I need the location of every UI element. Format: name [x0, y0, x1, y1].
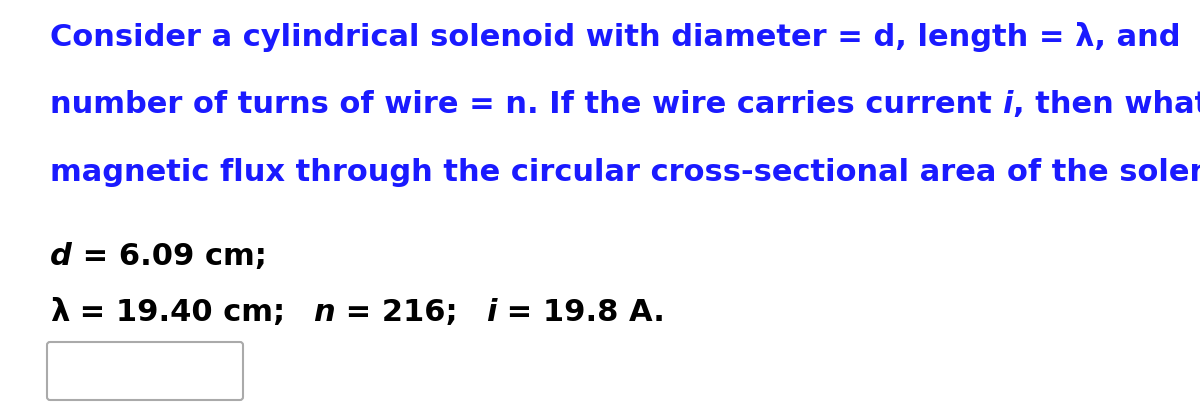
Text: λ: λ: [50, 298, 70, 327]
Text: = 216;: = 216;: [335, 298, 457, 327]
Text: = 6.09 cm;: = 6.09 cm;: [72, 242, 266, 271]
Text: magnetic flux through the circular cross-sectional area of the solenoid?: magnetic flux through the circular cross…: [50, 158, 1200, 187]
Text: , then what is the: , then what is the: [1013, 90, 1200, 119]
Text: i: i: [486, 298, 497, 327]
Text: Consider a cylindrical solenoid with diameter = d, length = λ, and: Consider a cylindrical solenoid with dia…: [50, 22, 1181, 52]
Text: d: d: [50, 242, 72, 271]
FancyBboxPatch shape: [47, 342, 242, 400]
Text: = 19.40 cm;: = 19.40 cm;: [70, 298, 286, 327]
Text: = 19.8 A.: = 19.8 A.: [497, 298, 665, 327]
Text: n: n: [313, 298, 335, 327]
Text: i: i: [1002, 90, 1013, 119]
Text: number of turns of wire = n. If the wire carries current: number of turns of wire = n. If the wire…: [50, 90, 1002, 119]
